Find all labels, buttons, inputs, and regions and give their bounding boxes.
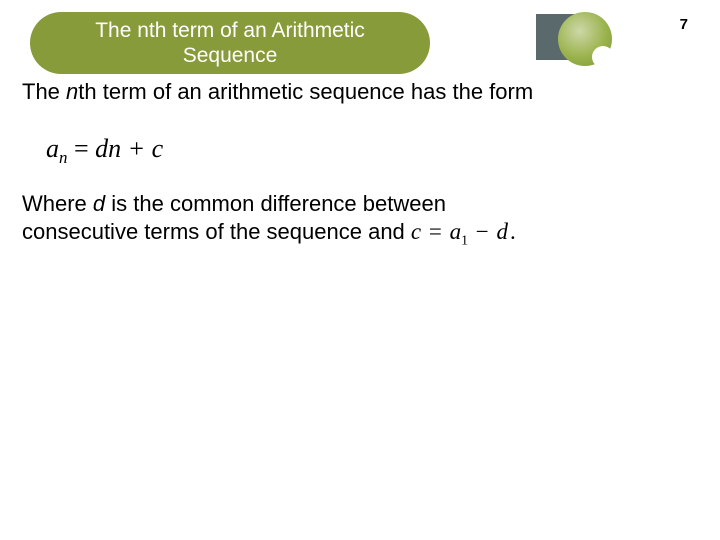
formula-eq: = [67, 134, 95, 163]
formula-rhs: dn + c [95, 134, 163, 163]
title-line-1: The nth term of an Arithmetic [95, 19, 365, 42]
slide-container: The nth term of an Arithmetic Sequence 7… [0, 0, 720, 540]
title-line-2: Sequence [183, 44, 278, 67]
inline-period: . [508, 219, 518, 244]
explain-part3: consecutive terms of the sequence and [22, 219, 411, 244]
intro-italic-n: n [66, 79, 78, 104]
inline-c: c [411, 219, 421, 244]
main-formula: an = dn + c [46, 134, 700, 168]
formula-expression: an = dn + c [46, 134, 163, 163]
inline-minus: − [468, 219, 496, 244]
explain-part1: Where [22, 191, 93, 216]
slide-title-pill: The nth term of an Arithmetic Sequence [30, 12, 430, 74]
explanation-block: Where d is the common difference between… [20, 190, 700, 248]
intro-text: The nth term of an arithmetic sequence h… [22, 78, 700, 106]
inline-d: d [497, 219, 509, 244]
header-decor [530, 12, 640, 74]
inline-formula: c = a1 − d. [411, 219, 518, 244]
explanation-line-2: consecutive terms of the sequence and c … [22, 219, 518, 244]
page-number: 7 [680, 16, 688, 33]
explain-part2: is the common difference between [105, 191, 446, 216]
intro-prefix: The [22, 79, 66, 104]
header-row: The nth term of an Arithmetic Sequence 7 [20, 12, 700, 74]
intro-rest: th term of an arithmetic sequence has th… [78, 79, 533, 104]
inline-sub1: 1 [461, 232, 468, 247]
formula-lhs-base: a [46, 134, 59, 163]
inline-eq: = [421, 219, 449, 244]
inline-a: a [450, 219, 462, 244]
explanation-line-1: Where d is the common difference between [22, 191, 446, 216]
explain-d: d [93, 191, 105, 216]
decor-circle-small-icon [592, 46, 614, 68]
